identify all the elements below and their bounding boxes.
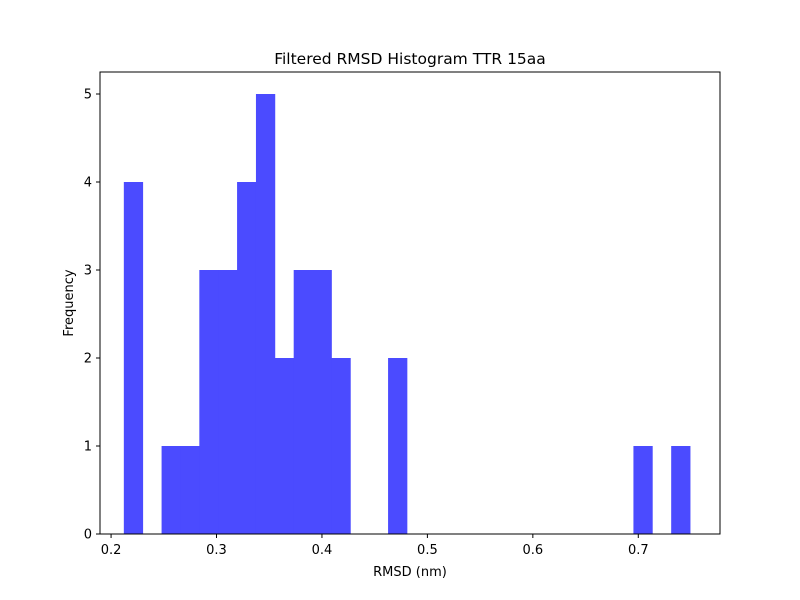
y-tick-label: 1 — [84, 440, 92, 455]
x-tick-label: 0.3 — [206, 543, 227, 558]
histogram-bar-7 — [255, 94, 276, 534]
histogram-bar-8 — [274, 358, 295, 534]
x-axis-ticks: 0.2 0.3 0.4 0.5 0.6 0.7 — [101, 534, 649, 558]
bars-group — [123, 94, 691, 534]
x-tick-label: 0.5 — [417, 543, 438, 558]
y-tick-label: 4 — [84, 176, 92, 191]
histogram-bar-4 — [199, 270, 219, 534]
chart-title: Filtered RMSD Histogram TTR 15aa — [274, 50, 546, 68]
histogram-bar-6 — [237, 182, 257, 534]
histogram-bar-11 — [331, 358, 351, 534]
x-axis-label: RMSD (nm) — [373, 565, 447, 580]
y-axis-ticks: 0 1 2 3 4 5 — [84, 88, 100, 543]
y-tick-label: 2 — [84, 352, 92, 367]
x-tick-label: 0.2 — [101, 543, 122, 558]
histogram-bar-9 — [293, 270, 313, 534]
histogram-bar-3 — [180, 446, 200, 534]
y-tick-label: 5 — [84, 88, 92, 103]
x-tick-label: 0.7 — [628, 543, 649, 558]
histogram-bar-0 — [123, 182, 144, 534]
y-axis-label: Frequency — [62, 269, 77, 336]
x-tick-label: 0.6 — [522, 543, 543, 558]
y-tick-label: 0 — [84, 528, 92, 543]
histogram-bar-27 — [633, 446, 653, 534]
histogram-bar-5 — [218, 270, 238, 534]
y-tick-label: 3 — [84, 264, 92, 279]
plot-frame — [99, 71, 721, 535]
histogram-bar-10 — [312, 270, 332, 534]
histogram-bar-14 — [388, 358, 408, 534]
histogram-bar-29 — [671, 446, 691, 534]
histogram-bar-2 — [161, 446, 181, 534]
x-tick-label: 0.4 — [312, 543, 333, 558]
